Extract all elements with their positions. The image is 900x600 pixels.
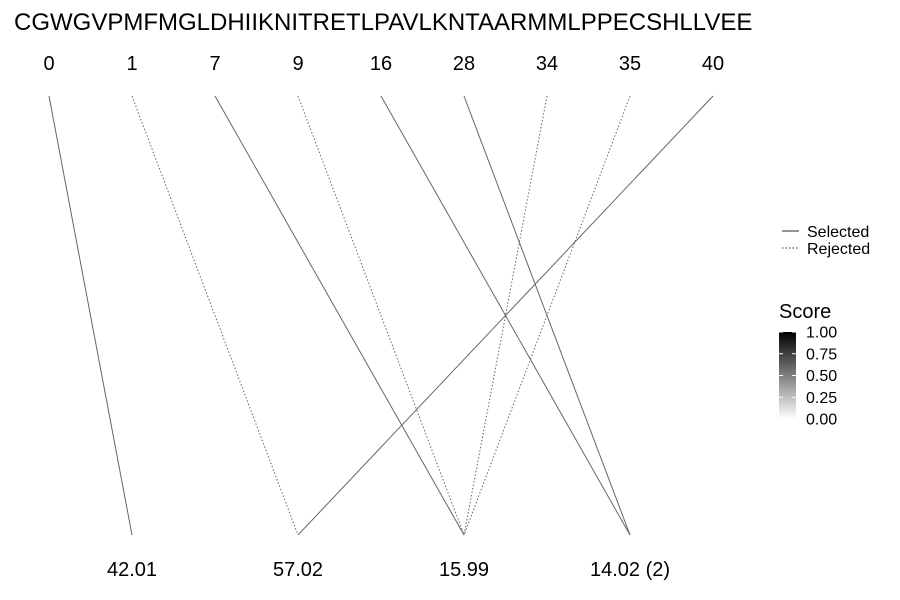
mass-shift-label: 57.02 xyxy=(273,559,323,581)
score-colorbar xyxy=(779,332,796,419)
score-tick-label: 0.00 xyxy=(806,412,837,429)
site-position-labels: 0 1 7 9 16 28 34 35 40 xyxy=(43,53,724,75)
score-legend: Score 1.00 0.75 0.50 0.25 0.00 xyxy=(779,301,837,429)
site-position-7: 7 xyxy=(209,53,220,75)
site-position-34: 34 xyxy=(536,53,558,75)
line-type-legend: Selected Rejected xyxy=(782,224,870,258)
selected-line-40 xyxy=(297,95,714,536)
connection-lines xyxy=(48,95,714,536)
rejected-line-34 xyxy=(463,95,548,536)
rejected-line-1 xyxy=(131,95,299,536)
site-position-0: 0 xyxy=(43,53,54,75)
selected-legend-label: Selected xyxy=(807,224,869,241)
peptide-sequence: CGWGVPMFMGLDHIIKNITRETLPAVLKNTAARMMLPPEC… xyxy=(14,9,752,36)
score-legend-title: Score xyxy=(779,301,831,323)
site-position-16: 16 xyxy=(370,53,392,75)
score-ticks: 1.00 0.75 0.50 0.25 0.00 xyxy=(779,325,837,429)
rejected-legend-label: Rejected xyxy=(807,241,870,258)
score-tick-label: 0.75 xyxy=(806,346,837,363)
site-position-9: 9 xyxy=(292,53,303,75)
site-position-1: 1 xyxy=(126,53,137,75)
selected-line-7 xyxy=(214,95,465,536)
rejected-line-35 xyxy=(463,95,631,536)
rejected-line-9 xyxy=(297,95,465,536)
mass-shift-label: 42.01 xyxy=(107,559,157,581)
site-position-28: 28 xyxy=(453,53,475,75)
site-position-40: 40 xyxy=(702,53,724,75)
mass-shift-label: 14.02 (2) xyxy=(590,559,670,581)
mass-shift-labels: 42.01 57.02 15.99 14.02 (2) xyxy=(107,559,670,581)
site-position-35: 35 xyxy=(619,53,641,75)
score-tick-label: 0.25 xyxy=(806,390,837,407)
selected-line-0 xyxy=(48,95,133,536)
score-tick-label: 0.50 xyxy=(806,368,837,385)
mass-shift-label: 15.99 xyxy=(439,559,489,581)
score-tick-label: 1.00 xyxy=(806,325,837,342)
